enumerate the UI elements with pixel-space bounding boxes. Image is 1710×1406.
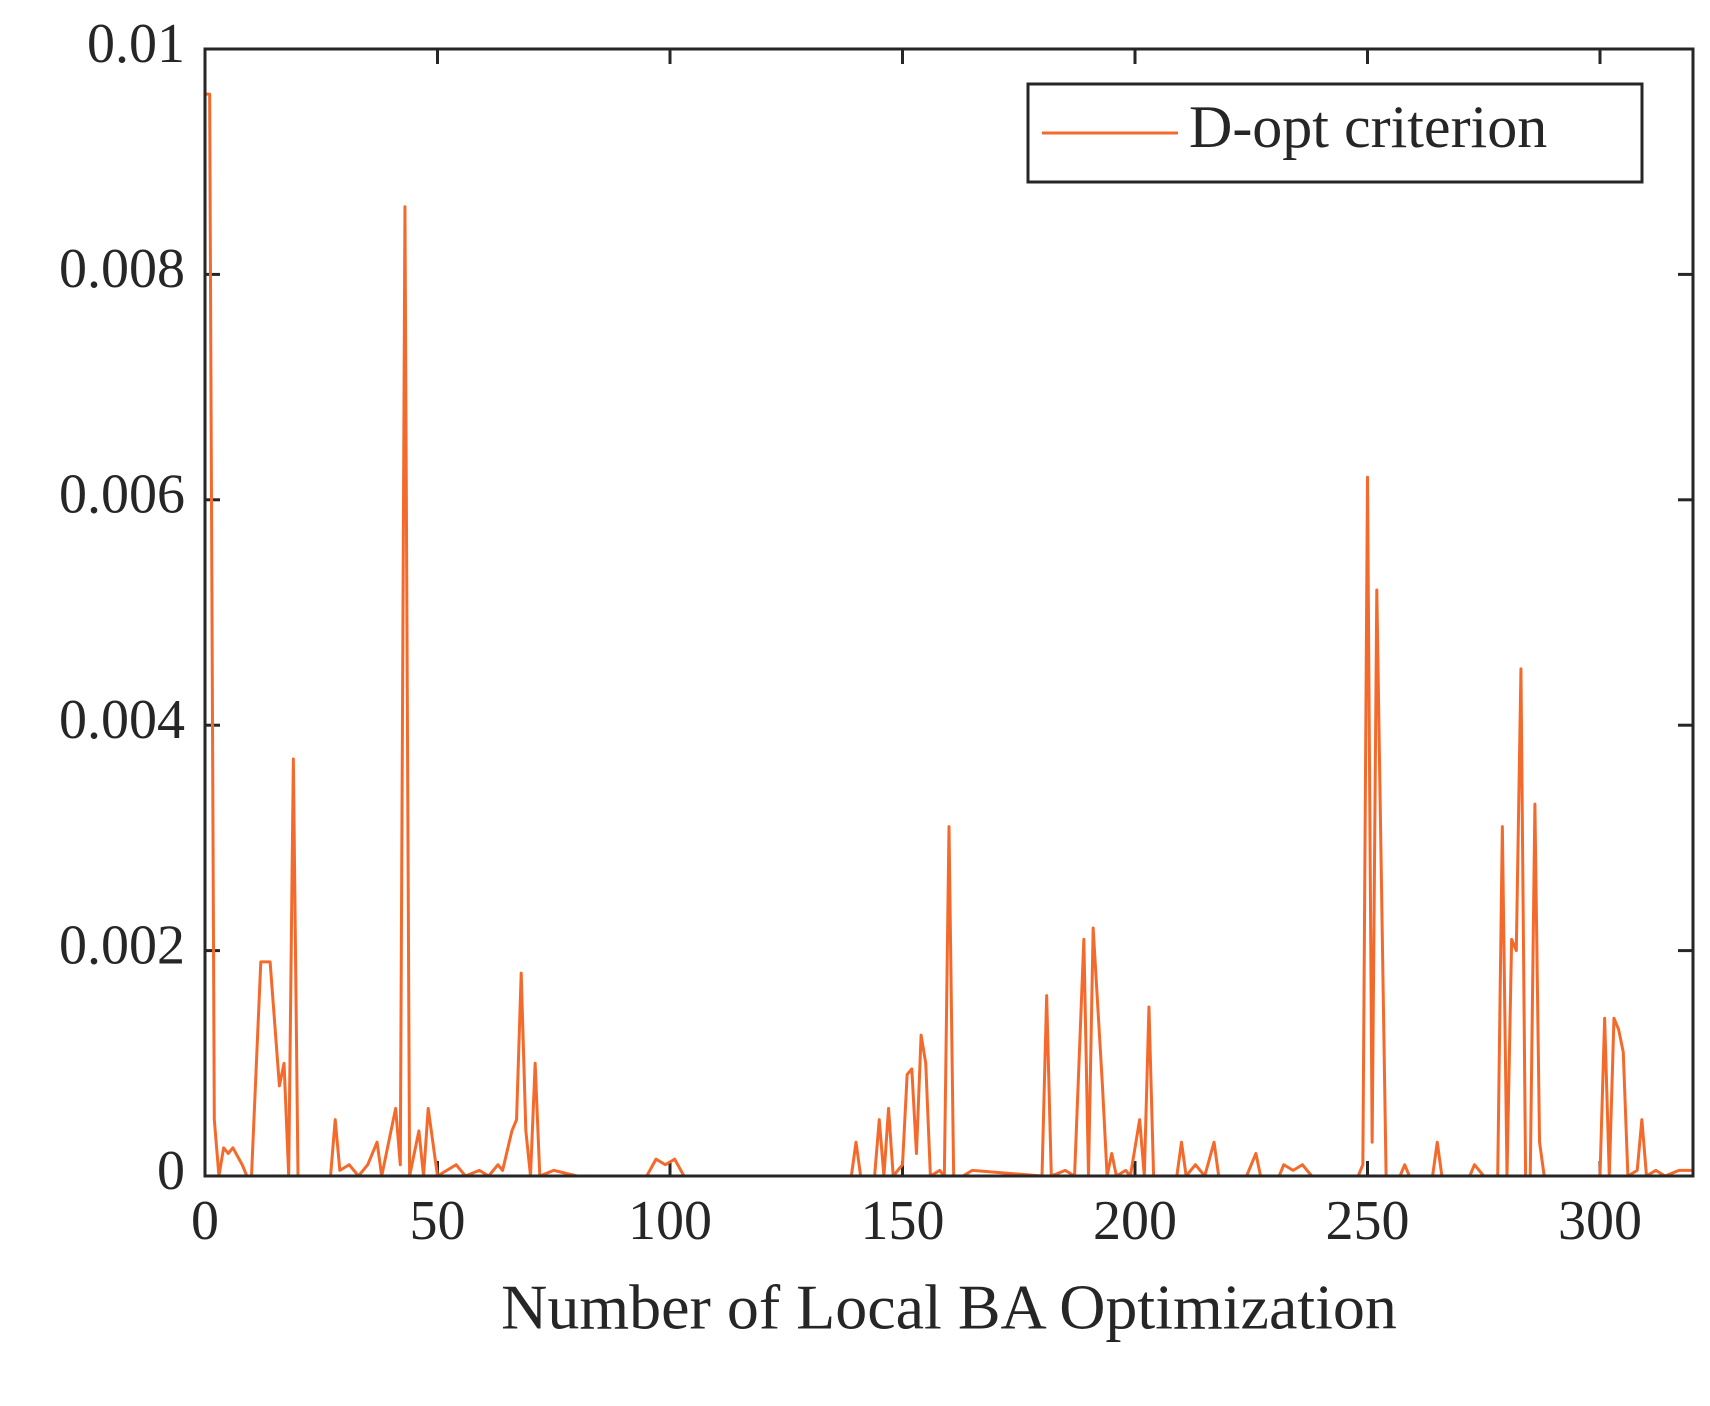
x-tick-label: 250 (1326, 1190, 1410, 1252)
y-tick-label: 0.006 (59, 464, 185, 526)
legend-label: D-opt criterion (1189, 94, 1547, 160)
x-tick-label: 100 (628, 1190, 712, 1252)
x-tick-label: 0 (191, 1190, 219, 1252)
y-tick-label: 0.002 (59, 914, 185, 976)
y-tick-label: 0 (157, 1140, 185, 1202)
x-axis-label: Number of Local BA Optimization (501, 1272, 1397, 1343)
y-tick-label: 0.008 (59, 238, 185, 300)
x-tick-label: 200 (1093, 1190, 1177, 1252)
x-tick-label: 50 (410, 1190, 466, 1252)
data-line (205, 92, 1693, 1178)
axes-box (203, 47, 1695, 1178)
y-tick-label: 0.004 (59, 689, 185, 751)
x-tick-label: 300 (1558, 1190, 1642, 1252)
y-tick-label: 0.01 (87, 13, 185, 75)
x-tick-label: 150 (861, 1190, 945, 1252)
